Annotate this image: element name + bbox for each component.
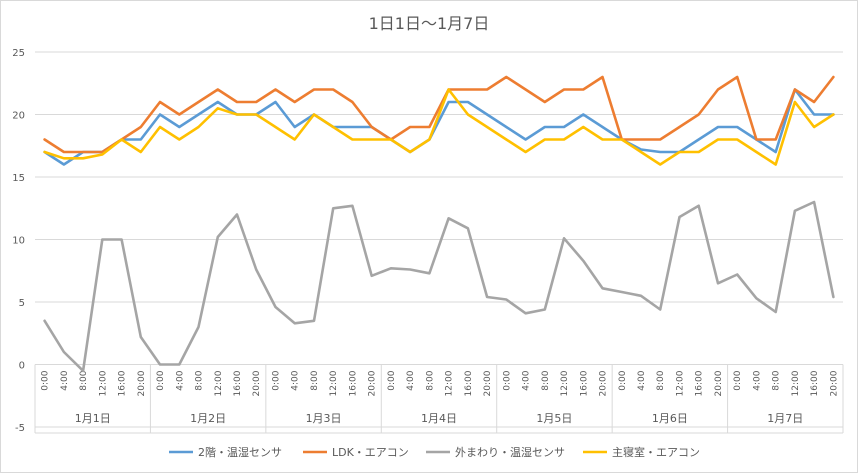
series-line-2 (43, 75, 835, 154)
x-tick-label: 0:00 (387, 370, 397, 390)
day-label: 1月6日 (652, 412, 688, 425)
x-tick-label: 0:00 (502, 370, 512, 390)
legend-label: 主寝室・エアコン (612, 445, 700, 459)
x-tick-label: 16:00 (464, 370, 474, 396)
x-tick-label: 16:00 (233, 370, 243, 396)
x-tick-label: 16:00 (695, 370, 705, 396)
y-tick-label: -5 (15, 423, 25, 434)
x-tick-label: 4:00 (175, 370, 185, 390)
day-label: 1月7日 (767, 412, 803, 425)
x-tick-label: 0:00 (271, 370, 281, 390)
y-axis: -5 0 5 10 15 20 25 (12, 48, 25, 434)
day-label: 1月3日 (306, 412, 342, 425)
series-line-3 (43, 200, 835, 373)
x-tick-label: 0:00 (733, 370, 743, 390)
x-tick-label: 4:00 (291, 370, 301, 390)
series-lines (43, 75, 835, 373)
y-tick-label: 25 (12, 48, 25, 59)
x-tick-label: 4:00 (522, 370, 532, 390)
x-tick-label: 8:00 (79, 370, 89, 390)
x-tick-label: 12:00 (445, 370, 455, 396)
x-tick-label: 20:00 (137, 370, 147, 396)
x-tick-label: 20:00 (483, 370, 493, 396)
x-tick-label: 16:00 (348, 370, 358, 396)
x-tick-label: 12:00 (675, 370, 685, 396)
series-line-1 (43, 88, 835, 166)
series-line-4 (43, 88, 835, 166)
x-tick-label: 0:00 (156, 370, 166, 390)
x-tick-label: 12:00 (329, 370, 339, 396)
day-label: 1月1日 (75, 412, 111, 425)
day-label: 1月4日 (421, 412, 457, 425)
x-tick-label: 12:00 (98, 370, 108, 396)
x-tick-label: 4:00 (60, 370, 70, 390)
day-label: 1月5日 (536, 412, 572, 425)
x-tick-label: 20:00 (829, 370, 839, 396)
legend: 2階・温湿センサ LDK・エアコン 外まわり・温湿センサ 主寝室・エアコン (169, 445, 700, 459)
x-tick-label: 16:00 (579, 370, 589, 396)
y-tick-label: 10 (12, 236, 25, 247)
x-tick-label: 20:00 (252, 370, 262, 396)
y-tick-label: 20 (12, 111, 25, 122)
x-tick-label: 20:00 (714, 370, 724, 396)
x-tick-label: 4:00 (406, 370, 416, 390)
x-tick-label: 12:00 (214, 370, 224, 396)
x-tick-label: 8:00 (195, 370, 205, 390)
legend-label: 2階・温湿センサ (198, 445, 282, 459)
x-tick-label: 20:00 (368, 370, 378, 396)
x-tick-label: 12:00 (791, 370, 801, 396)
x-tick-label: 8:00 (656, 370, 666, 390)
legend-label: 外まわり・温湿センサ (455, 446, 565, 459)
legend-label: LDK・エアコン (332, 446, 409, 459)
x-tick-label: 16:00 (810, 370, 820, 396)
x-axis: 1月1日 0:00 4:00 8:00 12:00 16:00 20:00 1月2日 0:00 4… (34, 364, 844, 434)
day-label: 1月2日 (190, 412, 226, 425)
x-tick-label: 0:00 (618, 370, 628, 390)
x-tick-label: 4:00 (752, 370, 762, 390)
x-tick-label: 4:00 (637, 370, 647, 390)
x-tick-label: 8:00 (541, 370, 551, 390)
x-tick-label: 20:00 (599, 370, 609, 396)
x-tick-label: 0:00 (41, 370, 51, 390)
x-tick-label: 8:00 (772, 370, 782, 390)
x-tick-label: 12:00 (560, 370, 570, 396)
x-tick-label: 8:00 (310, 370, 320, 390)
y-tick-label: 0 (19, 361, 25, 372)
y-tick-label: 5 (19, 298, 25, 309)
chart-title: 1日1日〜1月7日 (369, 14, 490, 33)
y-tick-label: 15 (12, 173, 25, 184)
x-tick-label: 16:00 (118, 370, 128, 396)
x-tick-label: 8:00 (425, 370, 435, 390)
